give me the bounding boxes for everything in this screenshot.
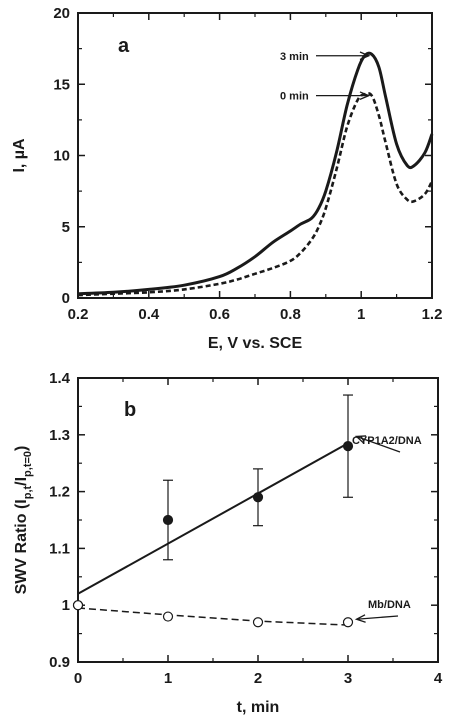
- x-tick-label: 1: [357, 306, 365, 323]
- data-point-mb: [342, 617, 354, 628]
- series-b: [72, 394, 354, 628]
- x-tick-label: 0.6: [209, 306, 230, 323]
- x-tick-label: 2: [254, 670, 262, 687]
- annotations-b: CYP1A2/DNA Mb/DNA: [352, 435, 422, 623]
- y-tick-label: 10: [53, 148, 70, 165]
- y-axis-label-b-sub2: p,t=0: [22, 451, 34, 477]
- y-tick-label: 15: [53, 76, 70, 93]
- data-point-cyp1a2: [252, 492, 264, 503]
- data-point-mb: [162, 611, 174, 622]
- annotation-arrow-cyp1a2: [354, 435, 401, 453]
- annotation-label-3min: 3 min: [280, 51, 309, 63]
- data-point-mb: [252, 617, 264, 628]
- y-tick-label: 5: [62, 219, 70, 236]
- fit-line-mb: [77, 607, 349, 626]
- x-tick-label: 3: [344, 670, 352, 687]
- x-tick-label: 0: [74, 670, 82, 687]
- annotation-arrow-cyp1a2-shaft: [356, 435, 401, 453]
- y-axis-label-b-mid: /I: [13, 477, 30, 486]
- x-tick-label: 4: [434, 670, 443, 687]
- axis-ticks-b: 0 1 2 3 4 0.9 1 1.1 1.2 1.3 1.4: [49, 370, 443, 687]
- x-tick-label: 0.2: [68, 306, 89, 323]
- x-tick-label: 0.8: [280, 306, 301, 323]
- y-tick-label: 0.9: [49, 654, 70, 671]
- y-tick-label: 1.2: [49, 484, 70, 501]
- annotation-arrow-mb-head: [354, 614, 366, 623]
- axis-ticks-a: 0.2 0.4 0.6 0.8 1 1.2 0 5 10 15 20: [53, 5, 442, 323]
- series-line-3min: [77, 51, 434, 296]
- annotation-arrow-mb-shaft: [356, 615, 399, 620]
- x-axis-label-b: t, min: [237, 699, 280, 716]
- data-point-cyp1a2: [342, 441, 354, 452]
- panel-label-a: a: [118, 35, 130, 57]
- panel-b: 0 1 2 3 4 0.9 1 1.1 1.2 1.3 1.4 CYP1A2/DNA Mb/DNA b…: [13, 370, 443, 716]
- annotations-a: 3 min 0 min: [280, 51, 371, 103]
- annotation-arrow-3min: [316, 51, 371, 61]
- y-tick-label: 1.3: [49, 427, 70, 444]
- x-axis-label-a: E, V vs. SCE: [208, 335, 303, 352]
- series-a: [77, 51, 434, 297]
- y-axis-label-b-close: ): [13, 446, 30, 451]
- y-axis-label-b: SWV Ratio (Ip,t/Ip,t=0): [13, 446, 34, 595]
- series-line-0min: [77, 92, 434, 297]
- annotation-label-cyp1a2: CYP1A2/DNA: [352, 435, 422, 447]
- data-point-cyp1a2: [162, 514, 174, 526]
- annotation-label-mb: Mb/DNA: [368, 599, 411, 611]
- y-tick-label: 1: [62, 597, 70, 614]
- panel-a: 0.2 0.4 0.6 0.8 1 1.2 0 5 10 15 20 3 min 0 min a E,…: [11, 5, 442, 352]
- annotation-arrow-cyp1a2-head: [354, 435, 367, 444]
- annotation-arrow-0min: [316, 91, 371, 100]
- y-tick-label: 1.4: [49, 370, 71, 387]
- annotation-arrow-3min-head: [359, 51, 371, 61]
- data-point-mb: [72, 600, 84, 611]
- y-axis-label-b-main: SWV Ratio (I: [13, 499, 30, 594]
- annotation-arrow-0min-head: [359, 91, 371, 100]
- x-tick-label: 0.4: [138, 306, 160, 323]
- fit-line-cyp1a2: [77, 442, 349, 595]
- y-tick-label: 1.1: [49, 540, 70, 557]
- annotation-arrow-mb: [354, 614, 399, 623]
- y-tick-label: 20: [53, 5, 70, 22]
- y-tick-label: 0: [62, 290, 70, 307]
- panel-label-b: b: [124, 399, 136, 421]
- y-axis-label-a: I, µA: [11, 138, 28, 173]
- x-tick-label: 1.2: [422, 306, 443, 323]
- x-tick-label: 1: [164, 670, 172, 687]
- y-axis-label-b-sub1: p,t: [22, 485, 34, 499]
- annotation-label-0min: 0 min: [280, 91, 309, 103]
